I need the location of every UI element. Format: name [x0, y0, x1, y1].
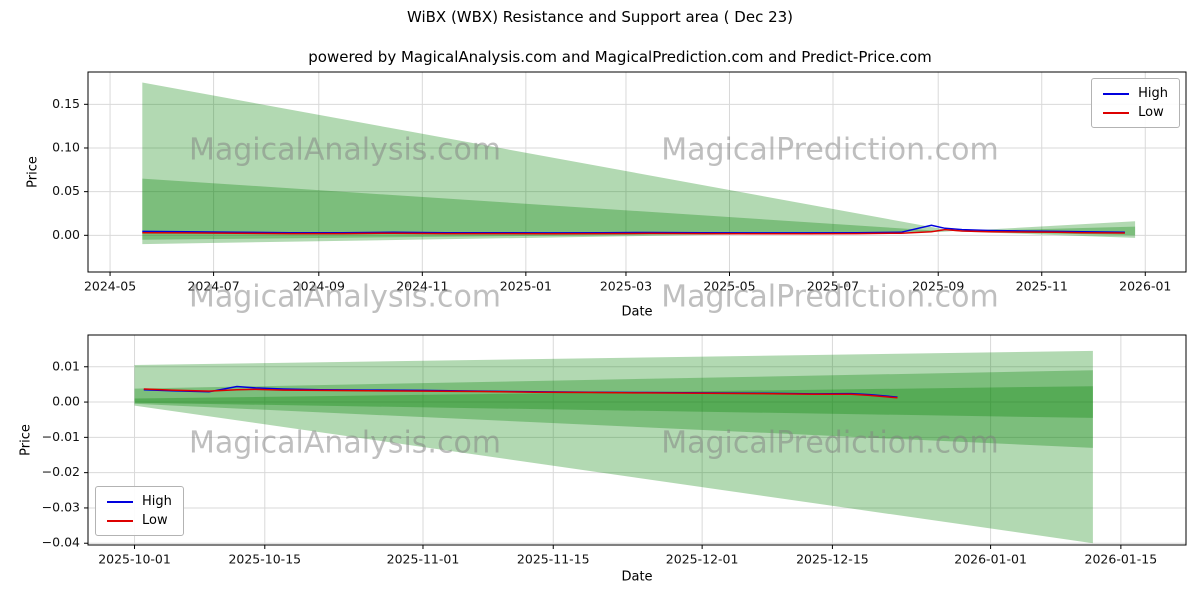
subplot-1: 2024-05 2024-07 2024-09 2024-11 2025-01 2025-…	[52, 71, 1187, 294]
y-tick-label: −0.01	[42, 429, 80, 444]
legend-label-low: Low	[1138, 105, 1164, 120]
low-line-swatch	[1103, 111, 1130, 114]
x-tick-label: 2025-10-15	[228, 552, 301, 567]
high-line-swatch	[1103, 92, 1130, 95]
low-line	[142, 228, 1125, 235]
y-tick-label: 0.15	[52, 96, 80, 111]
x-tick-label: 2024-09	[293, 279, 345, 294]
low-line-swatch	[107, 519, 133, 522]
support-band-outer	[134, 350, 1093, 544]
y-axis-label-bottom: Price	[18, 424, 34, 456]
x-tick-label: 2026-01-15	[1085, 552, 1158, 567]
x-tick-label: 2024-11	[396, 279, 448, 294]
y-tick-label: 0.05	[52, 183, 80, 198]
subplot-2: 2025-10-01 2025-10-15 2025-11-01 2025-11-15…	[42, 334, 1187, 567]
chart-title: WiBX (WBX) Resistance and Support area (…	[406, 8, 794, 26]
x-tick-label: 2026-01-01	[954, 552, 1027, 567]
forecast-wedge-outer	[953, 221, 1136, 238]
resistance-wedge-inner	[142, 178, 954, 240]
x-axis-label-bottom: Date	[621, 569, 653, 585]
x-tick-label: 2025-09	[912, 279, 964, 294]
x-tick-label: 2025-01	[500, 279, 552, 294]
y-tick-label: −0.03	[42, 499, 80, 514]
x-tick-label: 2024-07	[187, 279, 239, 294]
x-axis-label-top: Date	[621, 304, 653, 320]
legend-item-low: Low	[107, 511, 172, 530]
x-tick-label: 2025-12-15	[796, 552, 869, 567]
y-axis-label-top: Price	[25, 156, 41, 188]
x-tick-label: 2025-12-01	[666, 552, 739, 567]
resistance-wedge-outer	[142, 82, 954, 245]
legend-item-high: High	[1103, 84, 1168, 103]
x-tick-label: 2026-01	[1119, 279, 1171, 294]
legend-top-chart: High Low	[1091, 78, 1180, 128]
low-line	[143, 388, 898, 399]
plot-border	[87, 71, 1187, 273]
legend-bottom-chart: High Low	[95, 486, 184, 536]
chart-subtitle: powered by MagicalAnalysis.com and Magic…	[308, 48, 932, 66]
y-tick-label: −0.02	[42, 464, 80, 479]
y-tick-label: 0.10	[52, 139, 80, 154]
y-tick-label: 0.00	[52, 227, 80, 242]
x-tick-label: 2025-03	[600, 279, 652, 294]
x-tick-label: 2024-05	[84, 279, 136, 294]
legend-label-low: Low	[142, 513, 168, 528]
y-tick-label: 0.00	[52, 394, 80, 409]
x-tick-label: 2025-05	[703, 279, 755, 294]
x-tick-label: 2025-11-01	[387, 552, 460, 567]
x-tick-label: 2025-10-01	[98, 552, 171, 567]
x-tick-label: 2025-11-15	[517, 552, 590, 567]
high-line-swatch	[107, 500, 133, 503]
y-tick-label: −0.04	[42, 535, 80, 550]
legend-item-high: High	[107, 492, 172, 511]
plot-border	[87, 334, 1187, 546]
x-tick-label: 2025-07	[807, 279, 859, 294]
high-line	[142, 224, 1125, 234]
x-tick-label: 2025-11	[1016, 279, 1068, 294]
legend-label-high: High	[142, 494, 172, 509]
y-tick-label: 0.01	[52, 358, 80, 373]
legend-item-low: Low	[1103, 103, 1168, 122]
legend-label-high: High	[1138, 86, 1168, 101]
